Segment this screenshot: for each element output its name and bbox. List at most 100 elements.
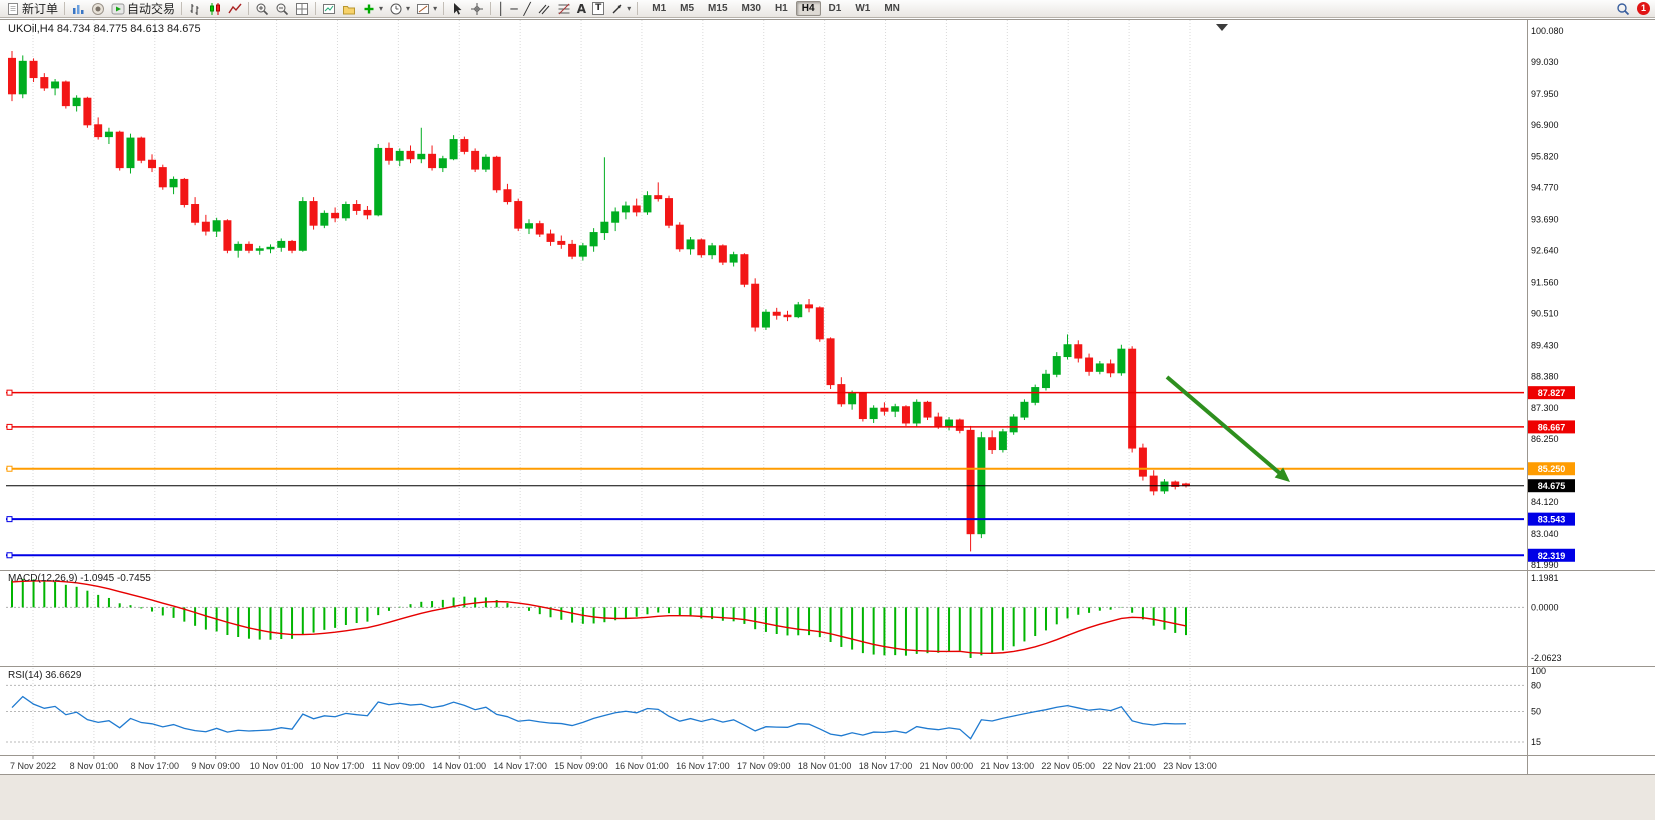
line-chart-button[interactable] [225, 1, 245, 17]
price-line-handle[interactable] [6, 465, 13, 472]
price-axis-label: 87.300 [1531, 403, 1559, 413]
candle-body [826, 338, 835, 386]
price-line-label: 87.827 [1538, 388, 1566, 398]
candle-body [406, 150, 415, 160]
vertical-line-icon: │ [497, 1, 505, 16]
profiles-button[interactable] [339, 1, 359, 17]
macd-axis-label: 0.0000 [1531, 602, 1559, 612]
shapes-button[interactable]: ▾ [607, 1, 634, 17]
candle-body [665, 198, 674, 226]
new-order-button[interactable]: 新订单 [3, 1, 61, 17]
candle-body [1020, 401, 1029, 418]
trend-arrow-head[interactable] [1274, 467, 1290, 482]
candle-body [675, 224, 684, 250]
candle-body [158, 167, 167, 188]
toolbar-separator [248, 2, 250, 15]
timeframe-button-m5[interactable]: M5 [674, 1, 700, 16]
fibonacci-button[interactable] [554, 1, 574, 17]
candle-body [729, 254, 738, 263]
market-watch-button[interactable] [68, 1, 88, 17]
candle-body [837, 384, 846, 405]
megaphone-icon [92, 2, 105, 15]
timeframe-button-h1[interactable]: H1 [769, 1, 794, 16]
rsi-axis-label: 50 [1531, 707, 1541, 717]
indicator-plus-icon [364, 4, 374, 13]
cursor-button[interactable] [447, 1, 467, 17]
price-line-label-box [1528, 386, 1575, 400]
candle-body [61, 81, 70, 107]
crosshair-button[interactable] [467, 1, 487, 17]
timeframe-button-m30[interactable]: M30 [736, 1, 767, 16]
timeframe-button-w1[interactable]: W1 [849, 1, 876, 16]
candle-body [589, 232, 598, 247]
candle-body [277, 240, 286, 248]
bar-chart-button[interactable] [185, 1, 205, 17]
search-button[interactable] [1613, 1, 1633, 17]
price-axis-label: 95.820 [1531, 152, 1559, 162]
window-background [0, 774, 1655, 820]
timeframe-button-h4[interactable]: H4 [795, 1, 821, 16]
alerts-button[interactable] [88, 1, 108, 17]
candle-body [384, 147, 393, 161]
candle-body [1160, 481, 1169, 492]
candle-body [212, 220, 221, 232]
trend-arrow[interactable] [1165, 375, 1286, 479]
price-axis-label: 90.510 [1531, 308, 1559, 318]
price-axis-label: 89.430 [1531, 340, 1559, 350]
candlestick-icon [210, 2, 221, 15]
zoom-out-button[interactable] [272, 1, 292, 17]
candle-body [234, 243, 243, 251]
candle-body [341, 204, 350, 219]
candle-body [363, 209, 372, 216]
candle-body [514, 201, 523, 229]
chart-shift-marker [1216, 24, 1228, 31]
tile-windows-button[interactable] [292, 1, 312, 17]
price-line-handle[interactable] [6, 423, 13, 430]
candle-body [600, 221, 609, 234]
timeframe-button-m1[interactable]: M1 [646, 1, 672, 16]
horizontal-line-button[interactable]: ─ [507, 1, 520, 17]
time-axis-label: 21 Nov 13:00 [981, 761, 1035, 771]
new-chart-button[interactable] [319, 1, 339, 17]
price-line-label-box [1528, 479, 1575, 493]
candle-body [815, 307, 824, 340]
text-tool-icon: A [576, 1, 587, 16]
zoom-in-button[interactable] [252, 1, 272, 17]
folder-icon [343, 5, 356, 14]
toolbar-separator [181, 2, 183, 15]
price-axis-label: 92.640 [1531, 246, 1559, 256]
templates-button[interactable]: ▾ [413, 1, 440, 17]
timeframe-button-d1[interactable]: D1 [823, 1, 848, 16]
auto-trading-button[interactable]: 自动交易 [108, 1, 178, 17]
candle-body [945, 419, 954, 427]
price-axis-label: 83.040 [1531, 529, 1559, 539]
notification-badge[interactable]: 1 [1637, 2, 1650, 15]
chevron-down-icon: ▾ [433, 4, 438, 13]
toolbar: 新订单 自动交易 [0, 0, 1655, 18]
trendline-button[interactable]: ╱ [521, 1, 534, 17]
chevron-down-icon: ▾ [379, 4, 384, 13]
candle-body [546, 233, 555, 242]
horizontal-line-icon: ─ [510, 1, 518, 16]
price-line-handle[interactable] [6, 552, 13, 559]
price-line-handle[interactable] [6, 516, 13, 523]
text-tool-button[interactable]: A [574, 1, 589, 17]
label-tool-button[interactable]: T [589, 1, 607, 17]
price-line-label: 85.250 [1538, 464, 1566, 474]
timeframe-button-mn[interactable]: MN [878, 1, 906, 16]
indicators-button[interactable]: ▾ [359, 1, 386, 17]
price-line-handle[interactable] [6, 389, 13, 396]
timeframe-button-m15[interactable]: M15 [702, 1, 733, 16]
vertical-line-button[interactable]: │ [494, 1, 507, 17]
price-line-label-box [1528, 512, 1575, 526]
time-axis-label: 9 Nov 09:00 [191, 761, 240, 771]
rsi-label: RSI(14) 36.6629 [8, 670, 82, 681]
periods-button[interactable]: ▾ [386, 1, 413, 17]
price-axis-label: 93.690 [1531, 215, 1559, 225]
channel-button[interactable] [534, 1, 554, 17]
price-axis-label: 88.380 [1531, 371, 1559, 381]
candlestick-chart-button[interactable] [205, 1, 225, 17]
candle-body [438, 158, 447, 169]
